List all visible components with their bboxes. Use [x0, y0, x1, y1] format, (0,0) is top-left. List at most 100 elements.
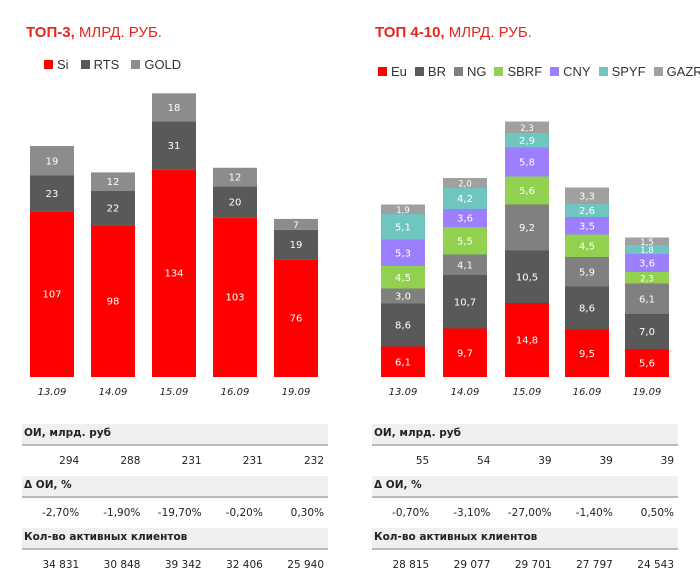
legend-label: SBRF: [507, 64, 543, 79]
bar-segment: [152, 169, 196, 377]
data-label: 1,9: [396, 206, 410, 216]
bar-segment: [505, 121, 549, 133]
data-label: 4,1: [457, 260, 473, 271]
table-cell: 25 940: [287, 559, 325, 571]
legend-label: SPYF: [611, 64, 646, 79]
legend-item: CNY: [550, 64, 591, 79]
data-label: 6,1: [639, 294, 655, 305]
legend-swatch: [550, 67, 560, 76]
bar-segment: [565, 204, 609, 217]
x-tick-label: 15.09: [513, 387, 542, 398]
legend-label: RTS: [93, 57, 120, 72]
table-cell: 39: [660, 455, 675, 467]
data-label: 9,5: [579, 349, 595, 360]
bar-segment: [505, 147, 549, 177]
data-label: 3,0: [395, 292, 411, 303]
bar-segment: [30, 175, 74, 212]
bar-segment: [91, 191, 135, 226]
legend-item: SPYF: [598, 64, 646, 79]
data-label: 3,3: [579, 191, 595, 202]
right-legend: Eu BR NG SBRF CNY SPYF GAZR: [378, 64, 700, 79]
data-label: 1,8: [640, 246, 654, 256]
table-cell: 231: [181, 455, 202, 467]
table-cell: 34 831: [42, 559, 80, 571]
table-row: 28 815 29 077 29 701 27 797 24 543: [372, 550, 678, 580]
bar-segment: [213, 167, 257, 187]
legend-swatch: [598, 67, 608, 76]
data-label: 22: [107, 204, 120, 215]
data-label: 12: [229, 173, 242, 184]
table-cell: -27,00%: [507, 507, 552, 519]
table-row: -0,70% -3,10% -27,00% -1,40% 0,50%: [372, 498, 678, 528]
data-label: 1,5: [640, 238, 654, 248]
data-label: 2,9: [519, 136, 535, 147]
data-label: 12: [107, 177, 120, 188]
bar-segment: [505, 250, 549, 303]
bar-segment: [274, 229, 318, 260]
legend-swatch: [378, 67, 387, 76]
table-row-header: Кол-во активных клиентов: [22, 528, 328, 550]
charts-svg: 107 23 19 13.09 98 22 12 14.09 134 31 18 15.09 103 20…: [30, 93, 669, 398]
legend-swatch: [453, 67, 463, 76]
bar-segment: [505, 204, 549, 251]
data-label: 3,5: [579, 221, 595, 232]
table-cell: 39: [599, 455, 613, 467]
bar-segment: [91, 172, 135, 191]
bar-segment: [381, 288, 425, 304]
table-cell: -19,70%: [157, 507, 202, 519]
data-label: 2,6: [579, 206, 595, 217]
data-label: 8,6: [579, 304, 595, 315]
table-row-header: ОИ, млрд. руб: [372, 424, 678, 446]
bar-segment: [625, 314, 669, 349]
bar-segment: [505, 133, 549, 148]
legend-swatch: [80, 60, 90, 69]
data-label: 9,7: [457, 348, 473, 359]
bar-segment: [565, 257, 609, 287]
data-label: 4,2: [457, 194, 473, 205]
bar-segment: [625, 272, 669, 284]
bar-segment: [625, 349, 669, 377]
bar-segment: [443, 254, 487, 275]
table-cell: 55: [415, 455, 430, 467]
table-cell: 39: [538, 455, 552, 467]
bar-segment: [565, 187, 609, 204]
x-tick-label: 19.09: [282, 387, 311, 398]
table-row-header: Кол-во активных клиентов: [372, 528, 678, 550]
data-label: 76: [290, 314, 303, 325]
table-cell: 288: [120, 455, 141, 467]
table-cell: 24 543: [637, 559, 675, 571]
table-cell: 29 701: [514, 559, 552, 571]
bar-segment: [30, 211, 74, 377]
table-cell: -3,10%: [453, 507, 491, 519]
data-label: 6,1: [395, 357, 411, 368]
bar-segment: [443, 275, 487, 329]
x-tick-label: 13.09: [38, 387, 67, 398]
bar-segment: [625, 237, 669, 245]
bar-segment: [565, 329, 609, 377]
table-row: 34 831 30 848 39 342 32 406 25 940: [22, 550, 328, 580]
x-tick-label: 14.09: [451, 387, 480, 398]
bar-segment: [565, 234, 609, 257]
legend-swatch: [44, 60, 53, 69]
legend-label: Eu: [391, 64, 407, 79]
table-cell: 0,30%: [290, 507, 325, 519]
data-label: 5,8: [519, 158, 535, 169]
bar-segment: [213, 217, 257, 377]
data-label: 8,6: [395, 321, 411, 332]
table-cell: -0,20%: [225, 507, 263, 519]
table-cell: 28 815: [392, 559, 430, 571]
left-chart-title: ТОП-3, МЛРД. РУБ.: [26, 24, 162, 41]
table-cell: 294: [59, 455, 80, 467]
data-label: 19: [290, 240, 303, 251]
bar-segment: [565, 286, 609, 330]
left-legend: Si RTS GOLD: [44, 57, 181, 72]
legend-label: BR: [427, 64, 446, 79]
bar-segment: [213, 186, 257, 218]
table-cell: 39 342: [164, 559, 202, 571]
table-row: -2,70% -1,90% -19,70% -0,20% 0,30%: [22, 498, 328, 528]
data-label: 2,0: [458, 180, 472, 190]
legend-label: GOLD: [144, 57, 182, 72]
data-label: 10,5: [516, 272, 538, 283]
legend-item: Eu: [378, 64, 407, 79]
bar-segment: [274, 218, 318, 230]
